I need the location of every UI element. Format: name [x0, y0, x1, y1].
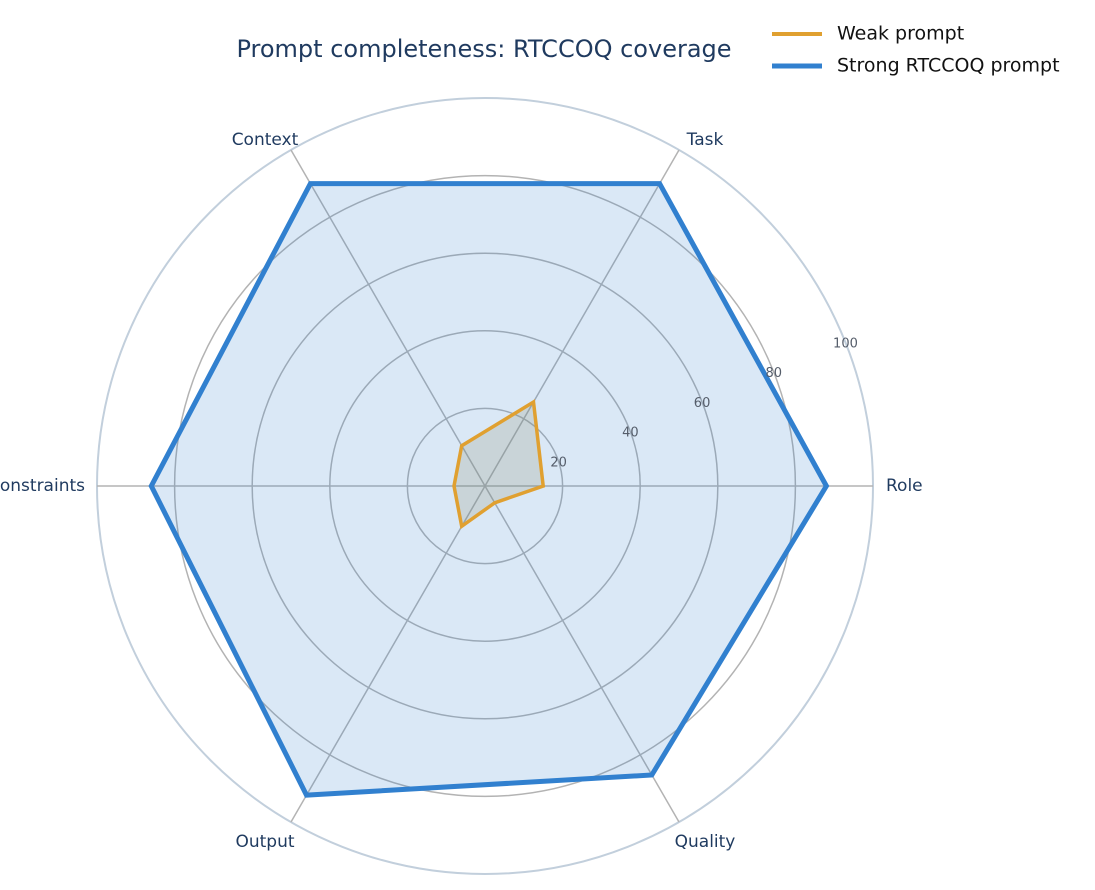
spoke-context — [290, 149, 486, 487]
axis-label-context: Context — [232, 130, 299, 150]
radar-series — [148, 181, 830, 798]
legend-label-strong-rtccoq-prompt: Strong RTCCOQ prompt — [837, 55, 1060, 77]
axis-label-quality: Quality — [675, 832, 736, 852]
spoke-task — [484, 149, 680, 487]
legend: Weak prompt Strong RTCCOQ prompt — [772, 23, 1060, 77]
axis-label-output: Output — [235, 832, 294, 852]
radial-tick-labels: 20 40 60 80 100 — [550, 337, 857, 471]
axis-label-role: Role — [886, 476, 923, 496]
radial-tick-60: 60 — [694, 396, 711, 411]
axis-label-constraints: Constraints — [0, 476, 85, 496]
series-weak-prompt — [452, 399, 546, 530]
axis-label-task: Task — [686, 130, 724, 150]
spoke-output — [290, 485, 486, 823]
spoke-quality — [484, 485, 680, 823]
series-strong-rtccoq-prompt — [148, 181, 830, 798]
legend-label-weak-prompt: Weak prompt — [837, 23, 964, 45]
chart-title: Prompt completeness: RTCCOQ coverage — [236, 35, 731, 63]
radar-grid — [96, 97, 874, 875]
radial-tick-20: 20 — [550, 455, 567, 470]
radial-tick-40: 40 — [622, 426, 639, 441]
radial-tick-80: 80 — [765, 366, 782, 381]
radial-tick-100: 100 — [833, 337, 858, 352]
axis-labels: Role Task Context Constraints Output Quality — [0, 130, 923, 852]
